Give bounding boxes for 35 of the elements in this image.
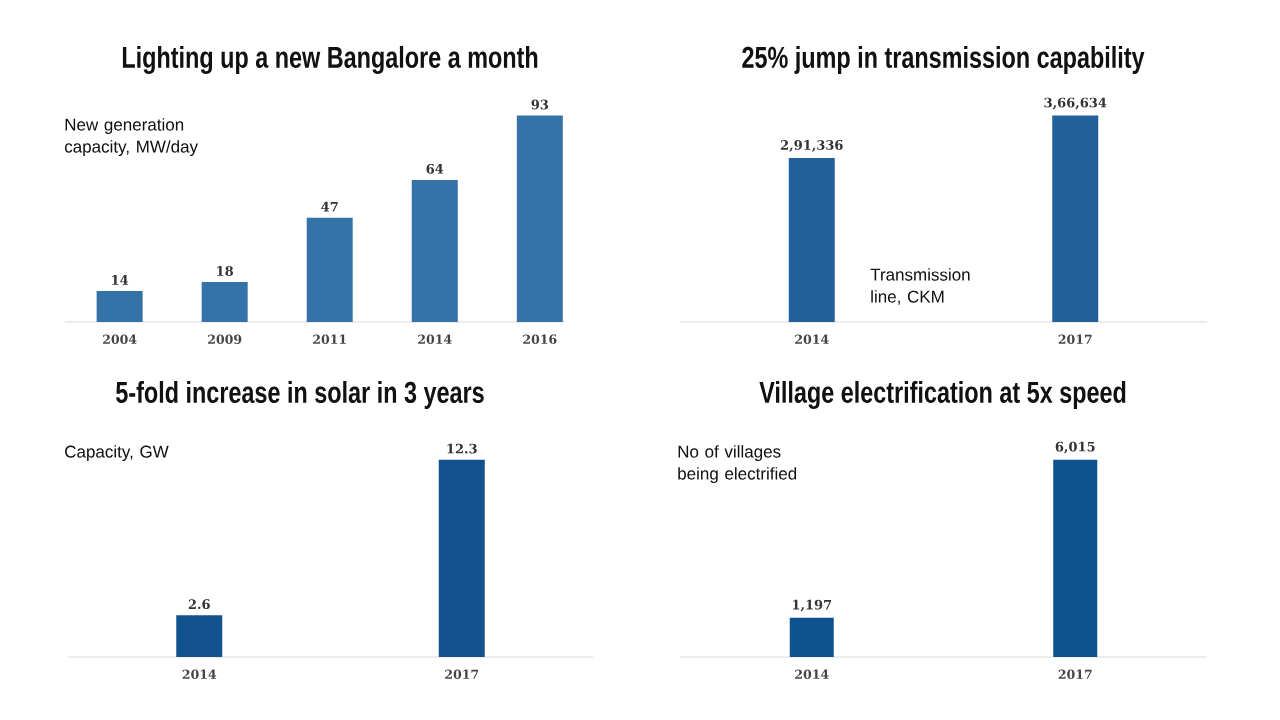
x-tick-label: 2017 bbox=[1058, 669, 1092, 679]
bar bbox=[411, 179, 458, 322]
data-label: 47 bbox=[321, 201, 338, 212]
x-tick-label: 2014 bbox=[182, 669, 217, 679]
x-tick-label: 2014 bbox=[418, 334, 452, 344]
annotation: New generation capacity, MW/day bbox=[64, 118, 198, 157]
x-tick-label: 2016 bbox=[523, 334, 557, 344]
x-tick-label: 2017 bbox=[1058, 334, 1092, 344]
bar bbox=[516, 115, 563, 322]
chart-title: 5-fold increase in solar in 3 years bbox=[116, 381, 484, 409]
x-tick-label: 2014 bbox=[795, 334, 829, 344]
bar bbox=[306, 217, 353, 322]
annotation: No of villages being electrified bbox=[678, 445, 797, 484]
annotation: Capacity, GW bbox=[65, 445, 169, 462]
chart-title: Village electrification at 5x speed bbox=[759, 380, 1126, 410]
data-label: 1,197 bbox=[792, 599, 832, 612]
data-label: 2.6 bbox=[188, 599, 210, 610]
data-label: 3,66,634 bbox=[1044, 97, 1107, 110]
data-label: 93 bbox=[531, 99, 549, 110]
x-tick-label: 2009 bbox=[208, 334, 242, 344]
bar bbox=[201, 282, 248, 322]
data-label: 14 bbox=[112, 275, 129, 285]
x-tick-label: 2017 bbox=[445, 669, 479, 679]
x-tick-label: 2004 bbox=[103, 334, 137, 344]
x-tick-label: 2014 bbox=[795, 669, 829, 679]
data-label: 18 bbox=[217, 266, 234, 276]
data-label: 6,015 bbox=[1055, 441, 1095, 454]
chart-title: 25% jump in transmission capability bbox=[742, 46, 1145, 74]
bar bbox=[96, 290, 143, 322]
data-label: 64 bbox=[426, 163, 444, 174]
data-label: 2,91,336 bbox=[780, 140, 843, 152]
annotation: Transmission line, CKM bbox=[870, 268, 970, 305]
data-label: 12.3 bbox=[447, 443, 477, 454]
chart-title: Lighting up a new Bangalore a month bbox=[122, 45, 538, 75]
x-tick-label: 2011 bbox=[313, 334, 346, 344]
